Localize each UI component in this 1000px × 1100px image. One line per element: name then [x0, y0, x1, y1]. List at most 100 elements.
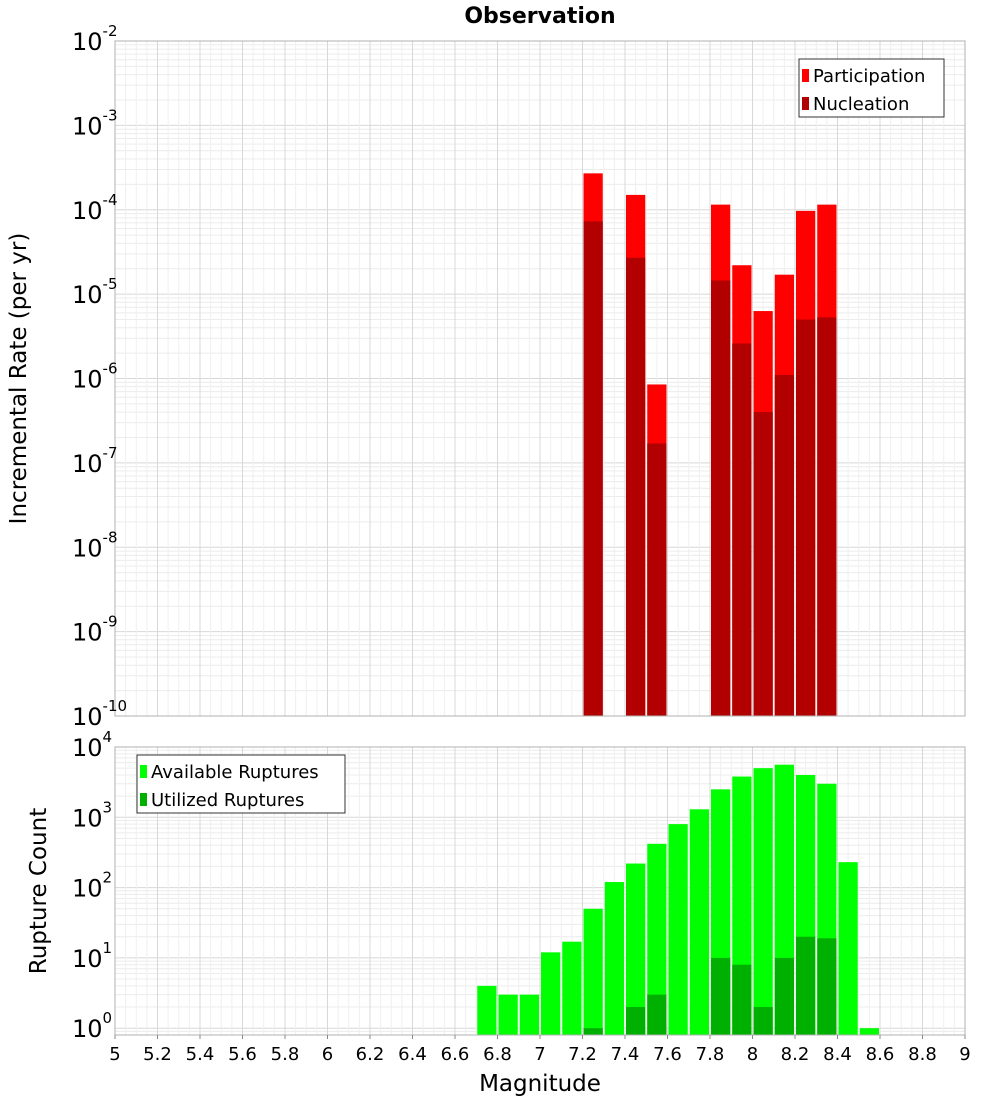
bar-nucleation [753, 412, 773, 716]
bar-utilized-ruptures [796, 936, 816, 1035]
x-tick-label: 6.2 [356, 1044, 385, 1065]
x-tick-label: 5.8 [271, 1044, 300, 1065]
y-tick-exponent: -5 [103, 275, 118, 293]
x-axis-label: Magnitude [479, 1071, 601, 1097]
top-chart-panel: 10-10 10-9 10-8 10-7 10-6 10-5 10-4 10-3 10-2 Inc… [6, 4, 966, 731]
y-tick-label: 102 [72, 869, 112, 903]
legend-label: Available Ruptures [151, 762, 319, 783]
y-tick-label: 100 [72, 1009, 112, 1043]
y-tick-exponent: -3 [103, 106, 118, 124]
legend-box [136, 754, 346, 814]
plot-frame [114, 40, 966, 717]
legend-swatch [802, 69, 809, 82]
bar-nucleation [817, 317, 837, 716]
y-tick-label: 10-3 [72, 106, 118, 140]
bar-available-ruptures [604, 882, 624, 1035]
bar-utilized-ruptures [626, 1007, 646, 1035]
x-tick-label: 7.4 [611, 1044, 640, 1065]
y-tick-label: 10-9 [72, 613, 118, 647]
legend-swatch [140, 793, 147, 806]
bar-nucleation [583, 221, 603, 716]
y-tick-exponent: -4 [103, 191, 118, 209]
legend: Available Ruptures Utilized Ruptures [136, 754, 346, 814]
bar-utilized-ruptures [583, 1028, 603, 1035]
x-tick-label: 9 [959, 1044, 970, 1065]
x-tick-label: 5.2 [143, 1044, 172, 1065]
x-tick-label: 7 [534, 1044, 545, 1065]
y-tick-exponent: 2 [103, 869, 113, 887]
bar-utilized-ruptures [647, 994, 667, 1035]
x-tick-label: 5.6 [228, 1044, 257, 1065]
bar-available-ruptures [668, 824, 688, 1035]
y-tick-exponent: -2 [103, 22, 118, 40]
bar-nucleation [732, 343, 752, 716]
bar-available-ruptures [519, 994, 539, 1035]
bar-available-ruptures [541, 952, 561, 1035]
x-tick-label: 6.4 [398, 1044, 427, 1065]
bar-nucleation [626, 257, 646, 716]
y-tick-label: 10-10 [72, 697, 127, 731]
bar-utilized-ruptures [753, 1007, 773, 1035]
bar-utilized-ruptures [732, 964, 752, 1035]
bar-nucleation [796, 319, 816, 716]
x-tick-label: 6 [322, 1044, 333, 1065]
y-axis-label: Incremental Rate (per yr) [6, 233, 32, 525]
legend-box [798, 58, 945, 118]
bar-nucleation [647, 443, 667, 716]
x-tick-label: 8.2 [781, 1044, 810, 1065]
y-tick-label: 101 [72, 939, 112, 973]
x-tick-label: 8.6 [866, 1044, 895, 1065]
chart-title: Observation [464, 4, 615, 29]
y-axis-label: Rupture Count [26, 808, 52, 974]
y-tick-label: 104 [72, 728, 112, 762]
y-tick-exponent: -6 [103, 360, 118, 378]
y-tick-label: 103 [72, 798, 112, 832]
bar-available-ruptures [477, 985, 497, 1035]
y-tick-exponent: 3 [103, 798, 113, 816]
x-tick-label: 5.4 [186, 1044, 215, 1065]
bar-available-ruptures [562, 941, 582, 1035]
bar-available-ruptures [689, 809, 709, 1035]
y-tick-exponent: 4 [103, 728, 113, 746]
bar-available-ruptures [647, 843, 667, 1035]
x-tick-label: 8 [747, 1044, 758, 1065]
legend-swatch [802, 97, 809, 110]
bar-available-ruptures [838, 862, 858, 1035]
legend-label: Utilized Ruptures [151, 790, 304, 811]
x-tick-label: 6.6 [441, 1044, 470, 1065]
y-tick-label: 10-6 [72, 360, 118, 394]
bar-utilized-ruptures [817, 938, 837, 1035]
y-tick-label: 10-4 [72, 191, 118, 225]
bar-available-ruptures [753, 768, 773, 1035]
y-tick-label: 10-2 [72, 22, 118, 56]
y-tick-exponent: -8 [103, 528, 118, 546]
bar-available-ruptures [859, 1028, 879, 1035]
bar-utilized-ruptures [711, 957, 731, 1035]
x-tick-label: 5 [109, 1044, 120, 1065]
x-tick-label: 6.8 [483, 1044, 512, 1065]
y-tick-label: 10-7 [72, 444, 118, 478]
y-tick-exponent: 1 [103, 939, 113, 957]
bar-nucleation [774, 375, 794, 716]
bar-available-ruptures [498, 994, 518, 1035]
legend-label: Participation [813, 66, 925, 87]
y-tick-label: 10-5 [72, 275, 118, 309]
x-tick-label: 8.4 [823, 1044, 852, 1065]
bar-available-ruptures [583, 908, 603, 1035]
y-tick-label: 10-8 [72, 528, 118, 562]
x-tick-label: 7.8 [696, 1044, 725, 1065]
y-tick-exponent: -10 [103, 697, 128, 715]
y-tick-exponent: -7 [103, 444, 118, 462]
legend-swatch [140, 765, 147, 778]
bar-available-ruptures [626, 863, 646, 1035]
x-tick-label: 8.8 [908, 1044, 937, 1065]
x-tick-label: 7.2 [568, 1044, 597, 1065]
bar-nucleation [711, 280, 731, 716]
y-tick-exponent: 0 [103, 1009, 113, 1027]
bar-utilized-ruptures [774, 957, 794, 1035]
y-tick-exponent: -9 [103, 613, 118, 631]
legend: Participation Nucleation [798, 58, 945, 118]
x-tick-label: 7.6 [653, 1044, 682, 1065]
